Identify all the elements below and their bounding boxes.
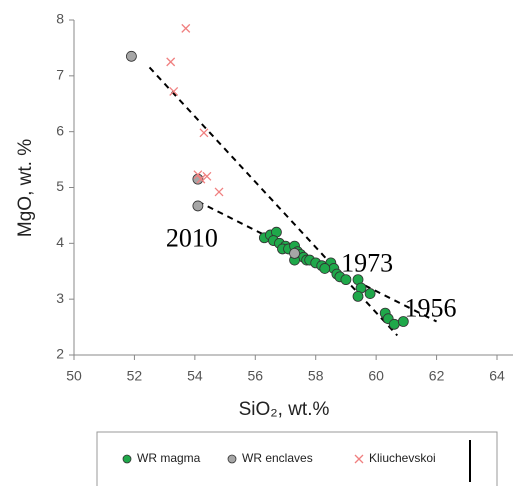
point xyxy=(352,290,364,302)
point xyxy=(202,171,212,181)
point xyxy=(397,316,409,327)
point xyxy=(319,263,331,274)
point xyxy=(196,174,206,184)
x-axis-label: SiO₂, wt.% xyxy=(239,399,330,420)
legend-label: WR enclaves xyxy=(242,451,313,465)
x-tick-label: 62 xyxy=(429,368,445,384)
trend-line xyxy=(148,66,399,337)
point xyxy=(181,23,191,33)
point xyxy=(166,57,176,67)
y-tick-label: 3 xyxy=(56,290,64,306)
point xyxy=(199,128,209,138)
y-tick-label: 5 xyxy=(56,178,64,194)
point xyxy=(289,247,300,259)
annotation: 2010 xyxy=(166,224,218,253)
legend-box xyxy=(96,431,498,486)
point xyxy=(388,318,400,330)
y-tick-label: 7 xyxy=(56,67,64,83)
x-tick-label: 58 xyxy=(308,368,324,384)
legend-label: Kliuchevskoi xyxy=(369,451,436,465)
point xyxy=(214,187,224,197)
y-axis-label: MgO, wt. % xyxy=(15,139,36,237)
x-tick-label: 56 xyxy=(247,368,263,384)
y-tick-label: 4 xyxy=(56,234,64,250)
legend-marker xyxy=(227,454,237,464)
annotation: 1973 xyxy=(341,249,393,278)
legend-label: WR magma xyxy=(137,451,201,465)
x-tick-label: 50 xyxy=(66,368,82,384)
point xyxy=(192,200,204,212)
y-tick-label: 2 xyxy=(56,346,64,362)
legend-marker xyxy=(354,454,364,464)
x-tick-label: 52 xyxy=(127,368,143,384)
point xyxy=(126,50,137,62)
point xyxy=(169,87,179,96)
point xyxy=(193,170,203,180)
y-tick-label: 8 xyxy=(56,11,64,27)
point xyxy=(340,274,352,286)
point xyxy=(364,288,376,299)
x-tick-label: 64 xyxy=(489,368,505,384)
legend-marker xyxy=(122,454,132,464)
annotation: 1956 xyxy=(405,293,457,322)
y-tick-label: 6 xyxy=(56,122,64,138)
x-tick-label: 54 xyxy=(187,368,203,384)
x-tick-label: 60 xyxy=(368,368,384,384)
